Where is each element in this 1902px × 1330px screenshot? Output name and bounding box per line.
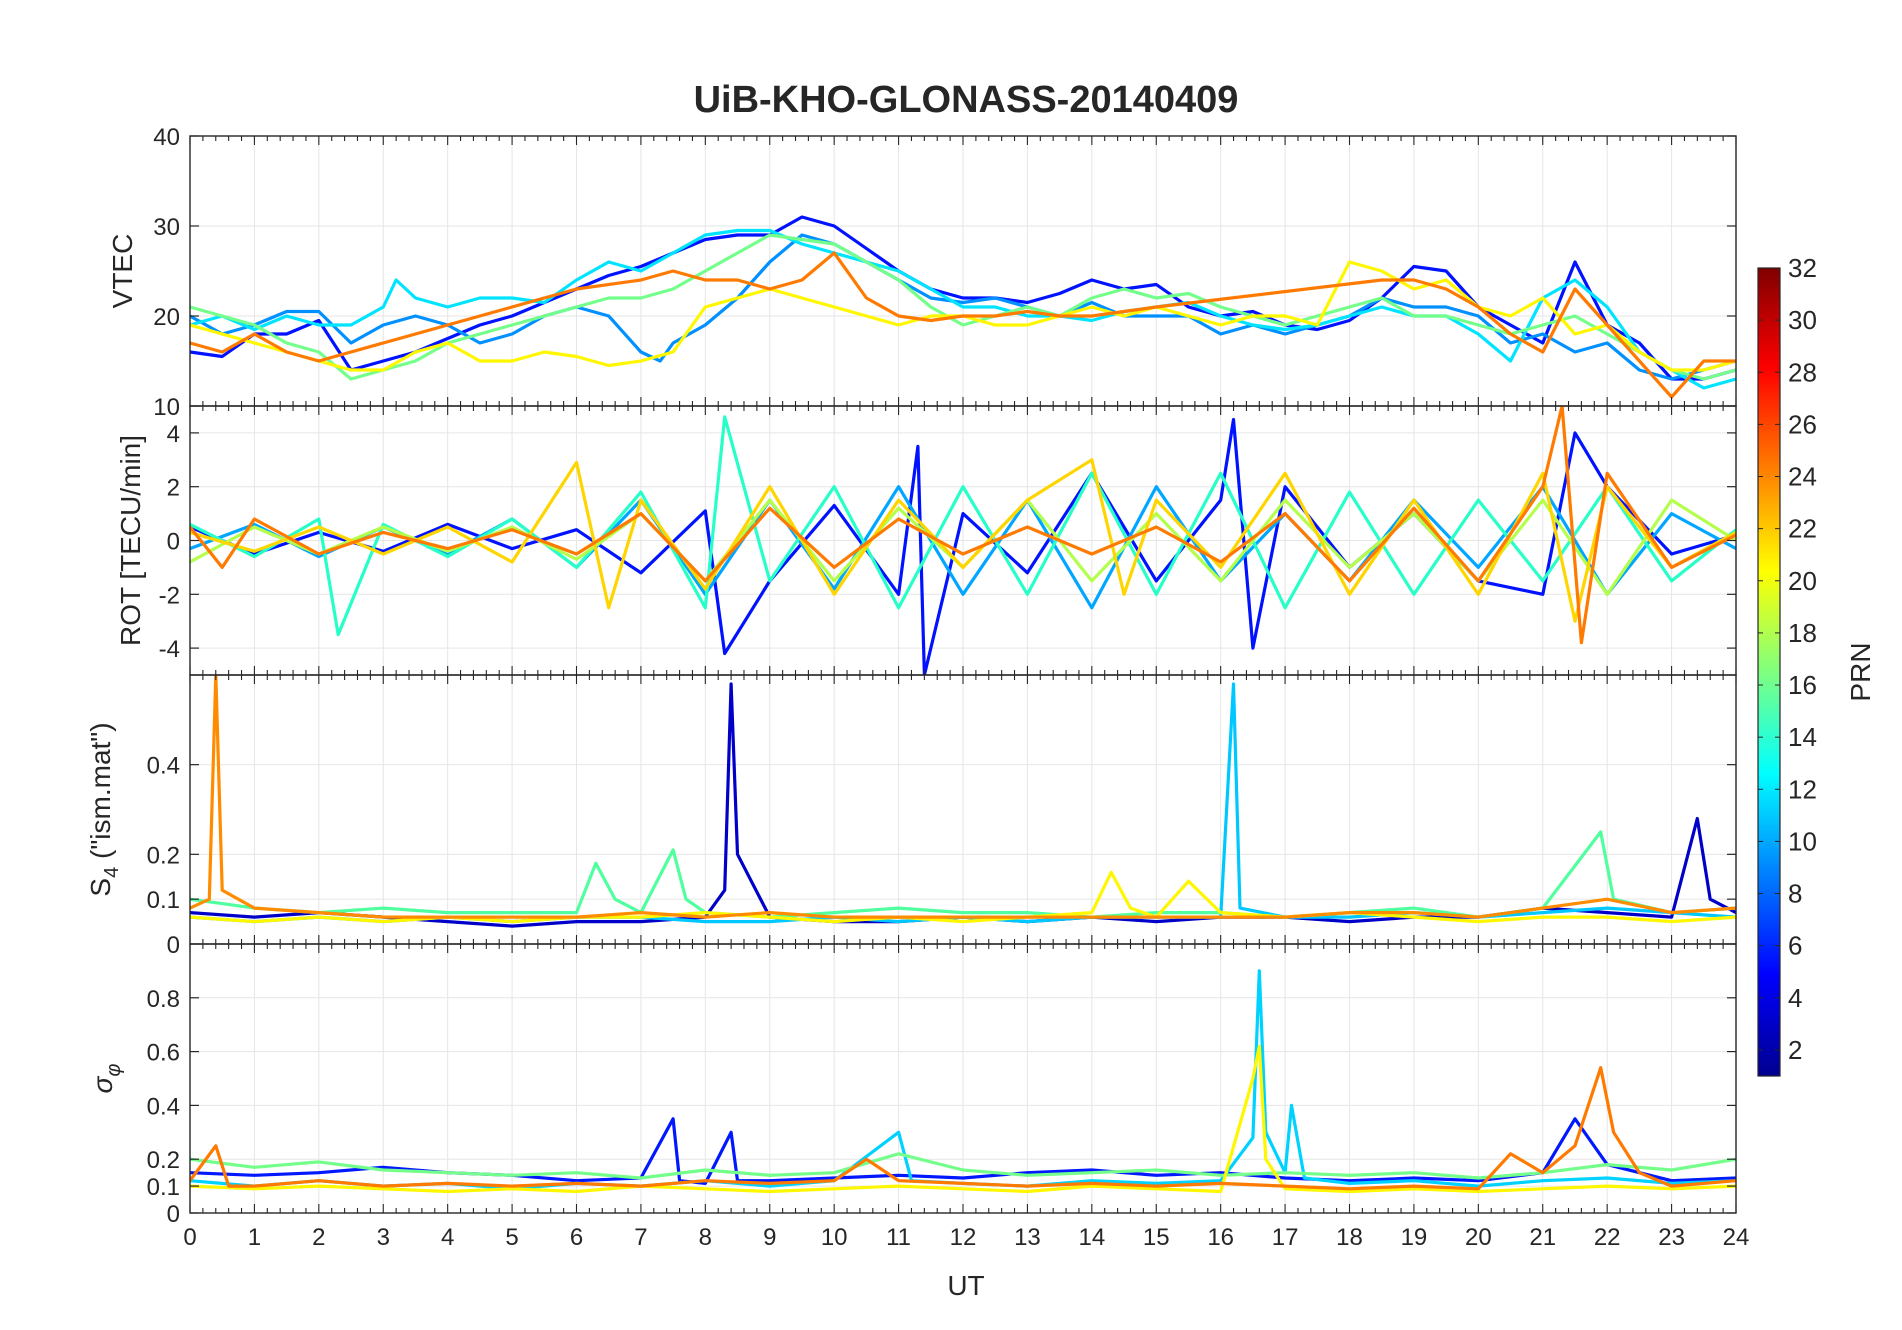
- x-tick-label: 7: [634, 1224, 647, 1251]
- x-tick-label: 12: [950, 1224, 977, 1251]
- x-tick-label: 5: [505, 1224, 518, 1251]
- series-line-prn-23: [190, 406, 1736, 645]
- x-tick-label: 1: [248, 1224, 261, 1251]
- colorbar-tick-label: 22: [1788, 514, 1817, 544]
- y-axis-label: σφ: [87, 1064, 125, 1094]
- y-tick-label: 30: [153, 214, 180, 241]
- series-line-prn-12: [190, 228, 1736, 390]
- x-tick-label: 13: [1014, 1224, 1041, 1251]
- y-tick-label: 4: [167, 421, 180, 448]
- y-tick-label: 20: [153, 304, 180, 331]
- panel-s4: 0 0.1 0.2 0.4 S4 ("ism.mat"): [85, 674, 1737, 959]
- x-tick-label: 17: [1272, 1224, 1299, 1251]
- colorbar-tick-label: 28: [1788, 357, 1817, 387]
- colorbar-tick-label: 26: [1788, 409, 1817, 439]
- x-axis: 0 1 2 3 4 5 6 7 8 9 10 11 12 13 14 15 16 17 18 19 20 21 22 23 24: [183, 1224, 1749, 1251]
- series-line-prn-16: [190, 1152, 1736, 1180]
- series-line-prn-8: [190, 485, 1736, 610]
- y-axis-label: ROT [TECU/min]: [115, 435, 146, 646]
- colorbar-gradient: [1757, 267, 1781, 1077]
- colorbar-tick-label: 2: [1788, 1035, 1802, 1065]
- y-tick-label: 0.6: [147, 1040, 180, 1067]
- colorbar-tick-label: 18: [1788, 618, 1817, 648]
- series-line-prn-23: [190, 1066, 1736, 1191]
- panel-vtec: 10 20 30 40 VTEC: [107, 124, 1737, 421]
- y-tick-label: -2: [159, 582, 180, 609]
- x-tick-label: 6: [570, 1224, 583, 1251]
- colorbar-tick-label: 20: [1788, 566, 1817, 596]
- y-tick-label: 0.2: [147, 842, 180, 869]
- colorbar-tick-label: 8: [1788, 879, 1802, 909]
- colorbar-tick-label: 12: [1788, 774, 1817, 804]
- colorbar-tick-label: 32: [1788, 253, 1817, 283]
- y-axis-label: S4 ("ism.mat"): [85, 722, 123, 896]
- x-tick-label: 0: [183, 1224, 196, 1251]
- y-tick-label: 10: [153, 394, 180, 421]
- x-tick-label: 24: [1723, 1224, 1750, 1251]
- x-tick-label: 4: [441, 1224, 454, 1251]
- colorbar-tick-label: 24: [1788, 462, 1817, 492]
- x-tick-label: 19: [1401, 1224, 1428, 1251]
- x-tick-label: 10: [821, 1224, 848, 1251]
- y-tick-label: 2: [167, 475, 180, 502]
- series-line-prn-23: [190, 251, 1736, 399]
- panel-sigma: 00.10.2 0.4 0.6 0.8 σφ: [87, 943, 1737, 1228]
- chart-title: UiB-KHO-GLONASS-20140409: [694, 79, 1239, 121]
- x-tick-label: 18: [1336, 1224, 1363, 1251]
- y-tick-label: 0.1: [147, 887, 180, 914]
- x-tick-label: 21: [1529, 1224, 1556, 1251]
- colorbar-tick-label: 14: [1788, 722, 1817, 752]
- x-tick-label: 22: [1594, 1224, 1621, 1251]
- x-tick-label: 16: [1207, 1224, 1234, 1251]
- y-tick-label: 0: [167, 1201, 180, 1228]
- y-tick-label: 0.8: [147, 986, 180, 1013]
- x-tick-label: 8: [699, 1224, 712, 1251]
- colorbar-tick-label: 6: [1788, 931, 1802, 961]
- y-tick-label: 0: [167, 932, 180, 959]
- x-tick-label: 20: [1465, 1224, 1492, 1251]
- x-axis-label: UT: [947, 1270, 984, 1301]
- colorbar-tick-label: 30: [1788, 305, 1817, 335]
- x-tick-label: 15: [1143, 1224, 1170, 1251]
- x-tick-label: 2: [312, 1224, 325, 1251]
- series-line-prn-23: [190, 675, 1736, 919]
- y-tick-label: 0.4: [147, 1093, 180, 1120]
- y-tick-label: 0.1: [147, 1174, 180, 1201]
- colorbar-tick-label: 16: [1788, 670, 1817, 700]
- colorbar-tick-label: 4: [1788, 983, 1802, 1013]
- x-tick-label: 3: [377, 1224, 390, 1251]
- y-tick-label: 0.2: [147, 1147, 180, 1174]
- series-line-prn-20: [190, 1044, 1736, 1194]
- y-tick-label: 0: [167, 529, 180, 556]
- colorbar-tick-label: 10: [1788, 826, 1817, 856]
- y-tick-label: 40: [153, 124, 180, 151]
- x-tick-label: 23: [1658, 1224, 1685, 1251]
- x-tick-label: 9: [763, 1224, 776, 1251]
- colorbar-label: PRN: [1845, 642, 1876, 701]
- panel-rot: -4 -2 0 2 4 ROT [TECU/min]: [115, 405, 1737, 676]
- series-line-prn-7: [190, 233, 1736, 381]
- x-tick-label: 14: [1078, 1224, 1105, 1251]
- y-tick-label: -4: [159, 636, 180, 663]
- series-line-prn-20: [190, 870, 1736, 924]
- y-axis-label: VTEC: [107, 234, 138, 309]
- x-tick-label: 11: [886, 1224, 911, 1251]
- y-tick-label: 0.4: [147, 753, 180, 780]
